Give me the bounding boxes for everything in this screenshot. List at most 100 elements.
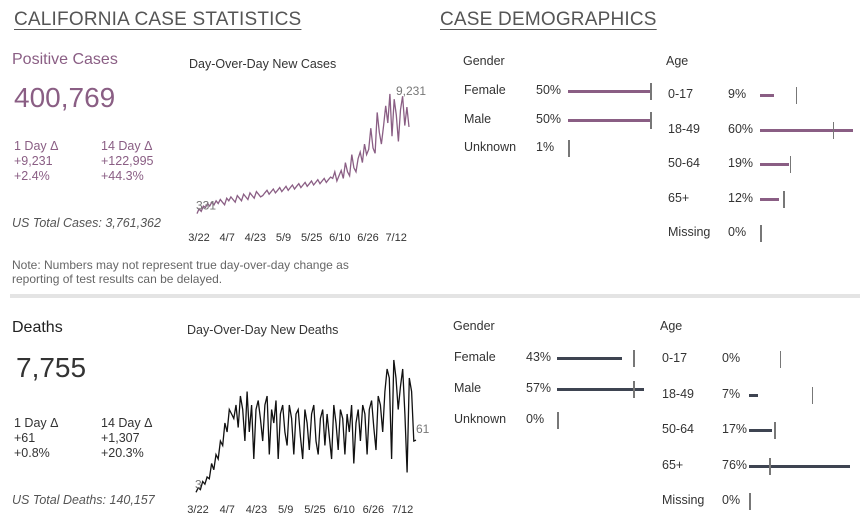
state-population-marker xyxy=(568,140,570,157)
cases-one-day-stats: 1 Day Δ +9,231 +2.4% xyxy=(14,139,58,184)
demographic-pct: 0% xyxy=(722,493,741,507)
demographic-bar xyxy=(760,94,774,97)
demographic-bar xyxy=(557,357,623,360)
state-population-marker xyxy=(789,156,791,173)
demographic-bar xyxy=(568,118,650,122)
cases-total: 400,769 xyxy=(14,82,116,113)
demographic-label: 18-49 xyxy=(668,121,700,136)
last-value-label: 9,231 xyxy=(396,84,426,98)
deaths-fourteen-day-stats: 14 Day Δ +1,307 +20.3% xyxy=(101,416,152,461)
state-population-marker xyxy=(760,225,762,242)
demographic-label: Female xyxy=(464,83,506,97)
deaths-age-title: Age xyxy=(660,319,683,333)
demographic-pct: 76% xyxy=(722,457,748,472)
deaths-line-chart: 3/22 4/7 4/23 5/9 5/25 6/10 6/26 7/12 3 61 xyxy=(187,359,430,516)
demographic-label: 65+ xyxy=(662,457,684,472)
demographic-bar xyxy=(568,90,650,93)
demographic-label: 0-17 xyxy=(662,351,688,365)
cases-one-day-value: +9,231 xyxy=(14,154,53,168)
series-line xyxy=(196,93,410,214)
x-tick-label: 4/7 xyxy=(220,504,235,516)
cases-fourteen-day-stats: 14 Day Δ +122,995 +44.3% xyxy=(101,139,153,184)
cases-line-chart: 3/22 4/7 4/23 5/9 5/25 6/10 6/26 7/12 331 9,231 xyxy=(188,84,426,244)
demographic-label: Missing xyxy=(662,493,705,507)
state-population-marker xyxy=(650,111,652,129)
deaths-one-day-label: 1 Day Δ xyxy=(14,416,59,430)
x-tick-label: 7/12 xyxy=(385,232,406,244)
x-tick-label: 4/23 xyxy=(245,232,266,244)
demographic-pct: 9% xyxy=(728,87,747,101)
x-tick-label: 7/12 xyxy=(392,504,413,516)
state-population-marker xyxy=(633,350,635,367)
deaths-title: Deaths xyxy=(12,319,63,336)
state-population-marker xyxy=(795,87,798,104)
demographic-label: Missing xyxy=(668,225,711,239)
cases-note: Note: Numbers may not represent true day… xyxy=(12,258,349,286)
demographic-label: Male xyxy=(464,111,492,126)
demographic-label: 18-49 xyxy=(662,386,694,401)
x-tick-label: 4/23 xyxy=(246,504,267,516)
deaths-gender-title: Gender xyxy=(453,319,495,333)
demographic-bar xyxy=(749,464,851,468)
cases-one-day-label: 1 Day Δ xyxy=(14,139,59,153)
x-tick-label: 5/25 xyxy=(301,232,322,244)
state-population-marker xyxy=(779,351,782,368)
deaths-fourteen-day-label: 14 Day Δ xyxy=(101,416,153,430)
demographic-pct: 57% xyxy=(526,381,552,395)
cases-note-line-2: reporting of test results can be delayed… xyxy=(12,272,223,286)
x-tick-label: 6/26 xyxy=(363,504,384,516)
demographic-label: 50-64 xyxy=(668,156,700,170)
demographic-pct: 1% xyxy=(536,140,555,154)
first-value-label: 3 xyxy=(195,477,202,491)
cases-gender-title: Gender xyxy=(463,54,505,68)
demographic-label: Male xyxy=(454,381,482,395)
last-value-label: 61 xyxy=(416,422,430,436)
stats-header: CALIFORNIA CASE STATISTICS xyxy=(14,9,302,30)
x-tick-label: 5/25 xyxy=(304,504,325,516)
demographic-label: 65+ xyxy=(668,190,690,205)
x-tick-label: 3/22 xyxy=(188,232,209,244)
cases-one-day-pct: +2.4% xyxy=(14,169,50,183)
demographic-bar xyxy=(760,128,853,132)
demographic-label: 50-64 xyxy=(662,422,694,436)
demographic-label: Unknown xyxy=(454,412,507,426)
demographic-bar xyxy=(760,197,779,201)
demographic-pct: 43% xyxy=(526,350,552,364)
series-line xyxy=(195,359,417,493)
x-tick-label: 5/9 xyxy=(278,504,293,516)
cases-fourteen-day-label: 14 Day Δ xyxy=(101,139,153,153)
x-tick-label: 6/10 xyxy=(333,504,354,516)
first-value-label: 331 xyxy=(196,199,216,213)
x-tick-label: 3/22 xyxy=(187,504,208,516)
us-total-cases: US Total Cases: 3,761,362 xyxy=(12,216,161,230)
demographic-label: Unknown xyxy=(464,140,517,154)
demographic-pct: 50% xyxy=(536,111,562,126)
demographic-pct: 0% xyxy=(526,412,545,426)
state-population-marker xyxy=(811,386,813,404)
deaths-fourteen-day-pct: +20.3% xyxy=(101,446,144,460)
demographic-label: 0-17 xyxy=(668,87,694,101)
state-population-marker xyxy=(633,381,635,398)
cases-age-title: Age xyxy=(666,54,689,68)
demographic-label: Female xyxy=(454,350,496,364)
demographic-bar xyxy=(749,393,759,397)
x-tick-label: 6/26 xyxy=(357,232,378,244)
deaths-total: 7,755 xyxy=(16,352,87,383)
demographic-pct: 0% xyxy=(722,351,741,365)
demographic-pct: 50% xyxy=(536,83,562,97)
us-total-deaths: US Total Deaths: 140,157 xyxy=(12,493,155,507)
cases-fourteen-day-pct: +44.3% xyxy=(101,169,144,183)
state-population-marker xyxy=(769,457,771,475)
deaths-one-day-value: +61 xyxy=(14,431,36,445)
demographics-header: CASE DEMOGRAPHICS xyxy=(440,9,657,30)
cases-fourteen-day-value: +122,995 xyxy=(101,154,154,168)
demographic-bar xyxy=(760,163,790,166)
demographic-pct: 0% xyxy=(728,225,747,239)
deaths-one-day-stats: 1 Day Δ +61 +0.8% xyxy=(14,416,58,461)
demographic-pct: 17% xyxy=(722,422,748,436)
state-population-marker xyxy=(557,412,559,429)
state-population-marker xyxy=(774,422,776,439)
section-divider xyxy=(10,294,860,298)
deaths-chart-title: Day-Over-Day New Deaths xyxy=(187,323,339,337)
x-tick-label: 6/10 xyxy=(329,232,350,244)
